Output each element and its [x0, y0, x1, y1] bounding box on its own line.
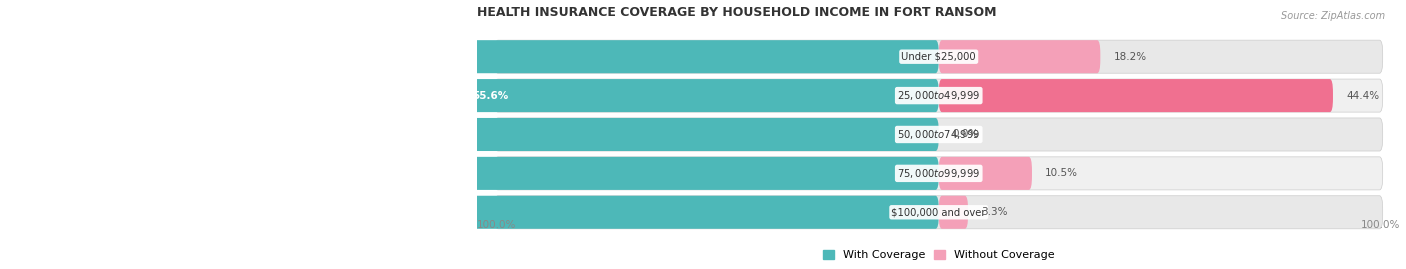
Text: HEALTH INSURANCE COVERAGE BY HOUSEHOLD INCOME IN FORT RANSOM: HEALTH INSURANCE COVERAGE BY HOUSEHOLD I…	[477, 6, 997, 19]
Text: $50,000 to $74,999: $50,000 to $74,999	[897, 128, 980, 141]
Text: $100,000 and over: $100,000 and over	[891, 207, 986, 217]
Text: 3.3%: 3.3%	[981, 207, 1008, 217]
FancyBboxPatch shape	[212, 40, 939, 73]
FancyBboxPatch shape	[80, 196, 939, 229]
Text: 55.6%: 55.6%	[471, 91, 508, 101]
Text: Source: ZipAtlas.com: Source: ZipAtlas.com	[1281, 11, 1385, 21]
FancyBboxPatch shape	[51, 118, 939, 151]
FancyBboxPatch shape	[446, 79, 939, 112]
FancyBboxPatch shape	[495, 40, 1382, 73]
Text: 18.2%: 18.2%	[1114, 52, 1147, 62]
FancyBboxPatch shape	[495, 196, 1382, 229]
FancyBboxPatch shape	[939, 40, 1101, 73]
Text: 89.5%: 89.5%	[170, 168, 207, 178]
Legend: With Coverage, Without Coverage: With Coverage, Without Coverage	[818, 246, 1059, 265]
FancyBboxPatch shape	[495, 79, 1382, 112]
FancyBboxPatch shape	[939, 157, 1032, 190]
FancyBboxPatch shape	[495, 118, 1382, 151]
Text: 96.7%: 96.7%	[107, 207, 143, 217]
Text: 100.0%: 100.0%	[477, 220, 516, 230]
Text: Under $25,000: Under $25,000	[901, 52, 976, 62]
Text: 10.5%: 10.5%	[1045, 168, 1078, 178]
FancyBboxPatch shape	[939, 196, 969, 229]
FancyBboxPatch shape	[939, 79, 1333, 112]
Text: 81.8%: 81.8%	[239, 52, 276, 62]
Text: 100.0%: 100.0%	[1361, 220, 1400, 230]
Text: $75,000 to $99,999: $75,000 to $99,999	[897, 167, 980, 180]
FancyBboxPatch shape	[143, 157, 939, 190]
Text: 100.0%: 100.0%	[77, 129, 121, 140]
Text: 0.0%: 0.0%	[952, 129, 979, 140]
Text: 44.4%: 44.4%	[1347, 91, 1379, 101]
FancyBboxPatch shape	[495, 157, 1382, 190]
Text: $25,000 to $49,999: $25,000 to $49,999	[897, 89, 980, 102]
